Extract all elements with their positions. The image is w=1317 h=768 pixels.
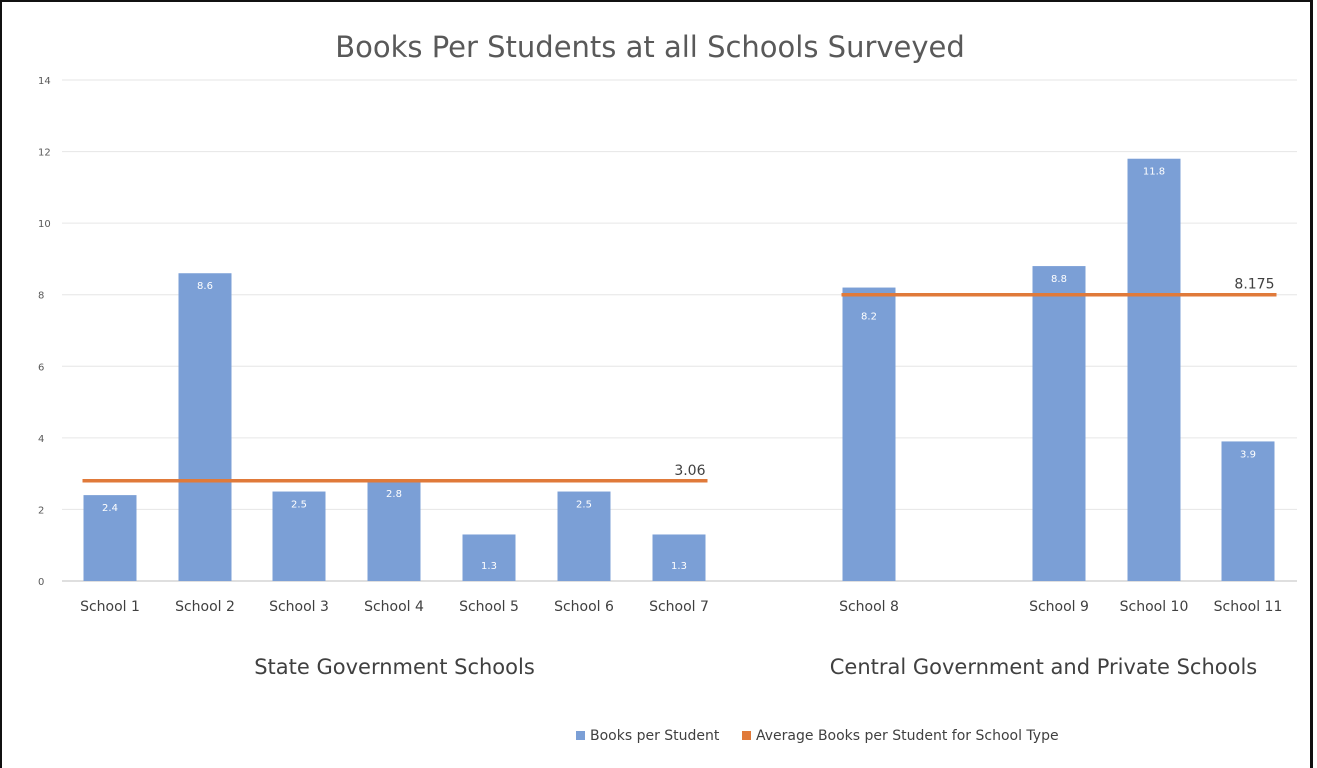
y-tick-label: 4 xyxy=(38,434,44,445)
data-label: 8.8 xyxy=(1051,274,1067,285)
x-tick-label: School 7 xyxy=(649,599,709,615)
legend-label: Average Books per Student for School Typ… xyxy=(756,728,1059,744)
x-tick-label: School 10 xyxy=(1120,599,1189,615)
data-labels: 2.4 8.6 2.5 2.8 1.3 2.5 1.3 8.2 8.8 11.8 3.9 xyxy=(102,167,1256,572)
chart-title: Books Per Students at all Schools Survey… xyxy=(335,30,965,64)
gridlines xyxy=(62,79,1297,582)
data-label: 8.2 xyxy=(861,312,877,323)
bars xyxy=(83,158,1275,581)
group-labels: State Government Schools Central Governme… xyxy=(254,655,1257,679)
x-tick-label: School 1 xyxy=(80,599,140,615)
bar xyxy=(1221,441,1275,581)
data-label: 2.8 xyxy=(386,489,402,500)
average-lines: 3.06 8.175 xyxy=(82,277,1277,483)
x-tick-label: School 4 xyxy=(364,599,424,615)
y-tick-label: 10 xyxy=(38,219,51,230)
bar xyxy=(1127,158,1181,581)
bar xyxy=(652,534,706,581)
x-tick-label: School 11 xyxy=(1214,599,1283,615)
x-tick-label: School 3 xyxy=(269,599,329,615)
legend-swatch xyxy=(742,731,751,740)
y-tick-label: 2 xyxy=(38,505,44,516)
y-tick-label: 8 xyxy=(38,291,44,302)
data-label: 8.6 xyxy=(197,281,213,292)
group-label: State Government Schools xyxy=(254,655,535,679)
bar xyxy=(178,273,232,581)
data-label: 2.5 xyxy=(291,500,307,511)
data-label: 11.8 xyxy=(1143,167,1165,178)
bar xyxy=(83,495,137,581)
bar xyxy=(1032,266,1086,581)
x-axis: School 1 School 2 School 3 School 4 School 5… xyxy=(80,599,1282,615)
bar xyxy=(272,491,326,581)
average-value-label: 3.06 xyxy=(674,463,705,479)
x-tick-label: School 9 xyxy=(1029,599,1089,615)
x-tick-label: School 6 xyxy=(554,599,614,615)
data-label: 1.3 xyxy=(671,561,687,572)
x-tick-label: School 5 xyxy=(459,599,519,615)
bar xyxy=(462,534,516,581)
y-tick-label: 6 xyxy=(38,362,44,373)
average-value-label: 8.175 xyxy=(1234,277,1274,293)
y-axis: 0 2 4 6 8 10 12 14 xyxy=(38,76,51,588)
data-label: 2.5 xyxy=(576,500,592,511)
legend-label: Books per Student xyxy=(590,728,720,744)
bar xyxy=(367,480,421,581)
data-label: 1.3 xyxy=(481,561,497,572)
y-tick-label: 0 xyxy=(38,577,44,588)
y-tick-label: 14 xyxy=(38,76,51,87)
group-label: Central Government and Private Schools xyxy=(830,655,1258,679)
legend-swatch xyxy=(576,731,585,740)
legend: Books per Student Average Books per Stude… xyxy=(576,728,1059,744)
data-label: 2.4 xyxy=(102,503,118,514)
bar xyxy=(842,287,896,581)
y-tick-label: 12 xyxy=(38,148,51,159)
x-tick-label: School 2 xyxy=(175,599,235,615)
bar xyxy=(557,491,611,581)
x-tick-label: School 8 xyxy=(839,599,899,615)
data-label: 3.9 xyxy=(1240,449,1256,460)
